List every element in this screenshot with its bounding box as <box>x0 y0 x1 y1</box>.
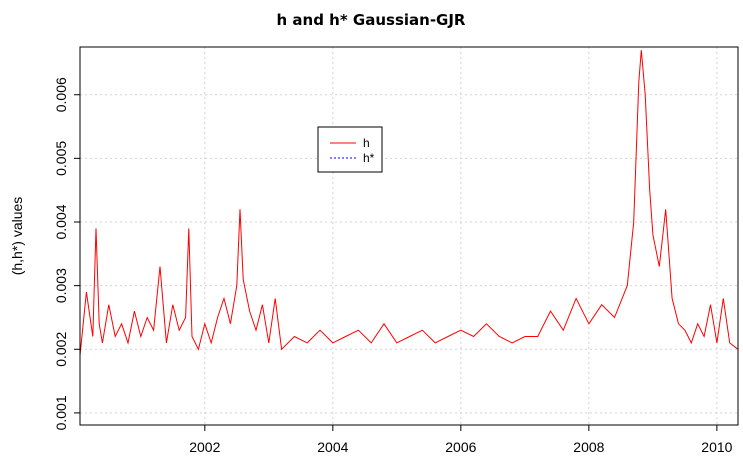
x-axis: 2002 2004 2006 2008 2010 <box>189 425 733 455</box>
y-tick-label-0.003: 0.003 <box>53 268 69 303</box>
y-tick-label-0.005: 0.005 <box>53 141 69 176</box>
legend-label-h-star: h* <box>363 151 375 165</box>
grid <box>80 47 738 425</box>
legend: h h* <box>317 126 383 173</box>
series-line-h <box>79 50 739 356</box>
legend-label-h: h <box>363 136 370 150</box>
x-tick-label-2010: 2010 <box>701 439 732 455</box>
y-tick-label-0.002: 0.002 <box>53 332 69 367</box>
y-axis-label: (h,h*) values <box>9 197 25 276</box>
chart-title: h and h* Gaussian-GJR <box>277 11 466 29</box>
x-tick-label-2008: 2008 <box>573 439 604 455</box>
y-tick-label-0.006: 0.006 <box>53 77 69 112</box>
y-tick-label-0.001: 0.001 <box>53 395 69 430</box>
x-tick-label-2002: 2002 <box>189 439 220 455</box>
x-tick-label-2004: 2004 <box>317 439 348 455</box>
plot-frame <box>79 46 739 426</box>
y-tick-label-0.004: 0.004 <box>53 204 69 239</box>
y-axis: 0.001 0.002 0.003 0.004 0.005 0.006 <box>53 77 80 430</box>
legend-box <box>317 126 383 173</box>
series-layer <box>79 50 739 356</box>
x-tick-label-2006: 2006 <box>445 439 476 455</box>
